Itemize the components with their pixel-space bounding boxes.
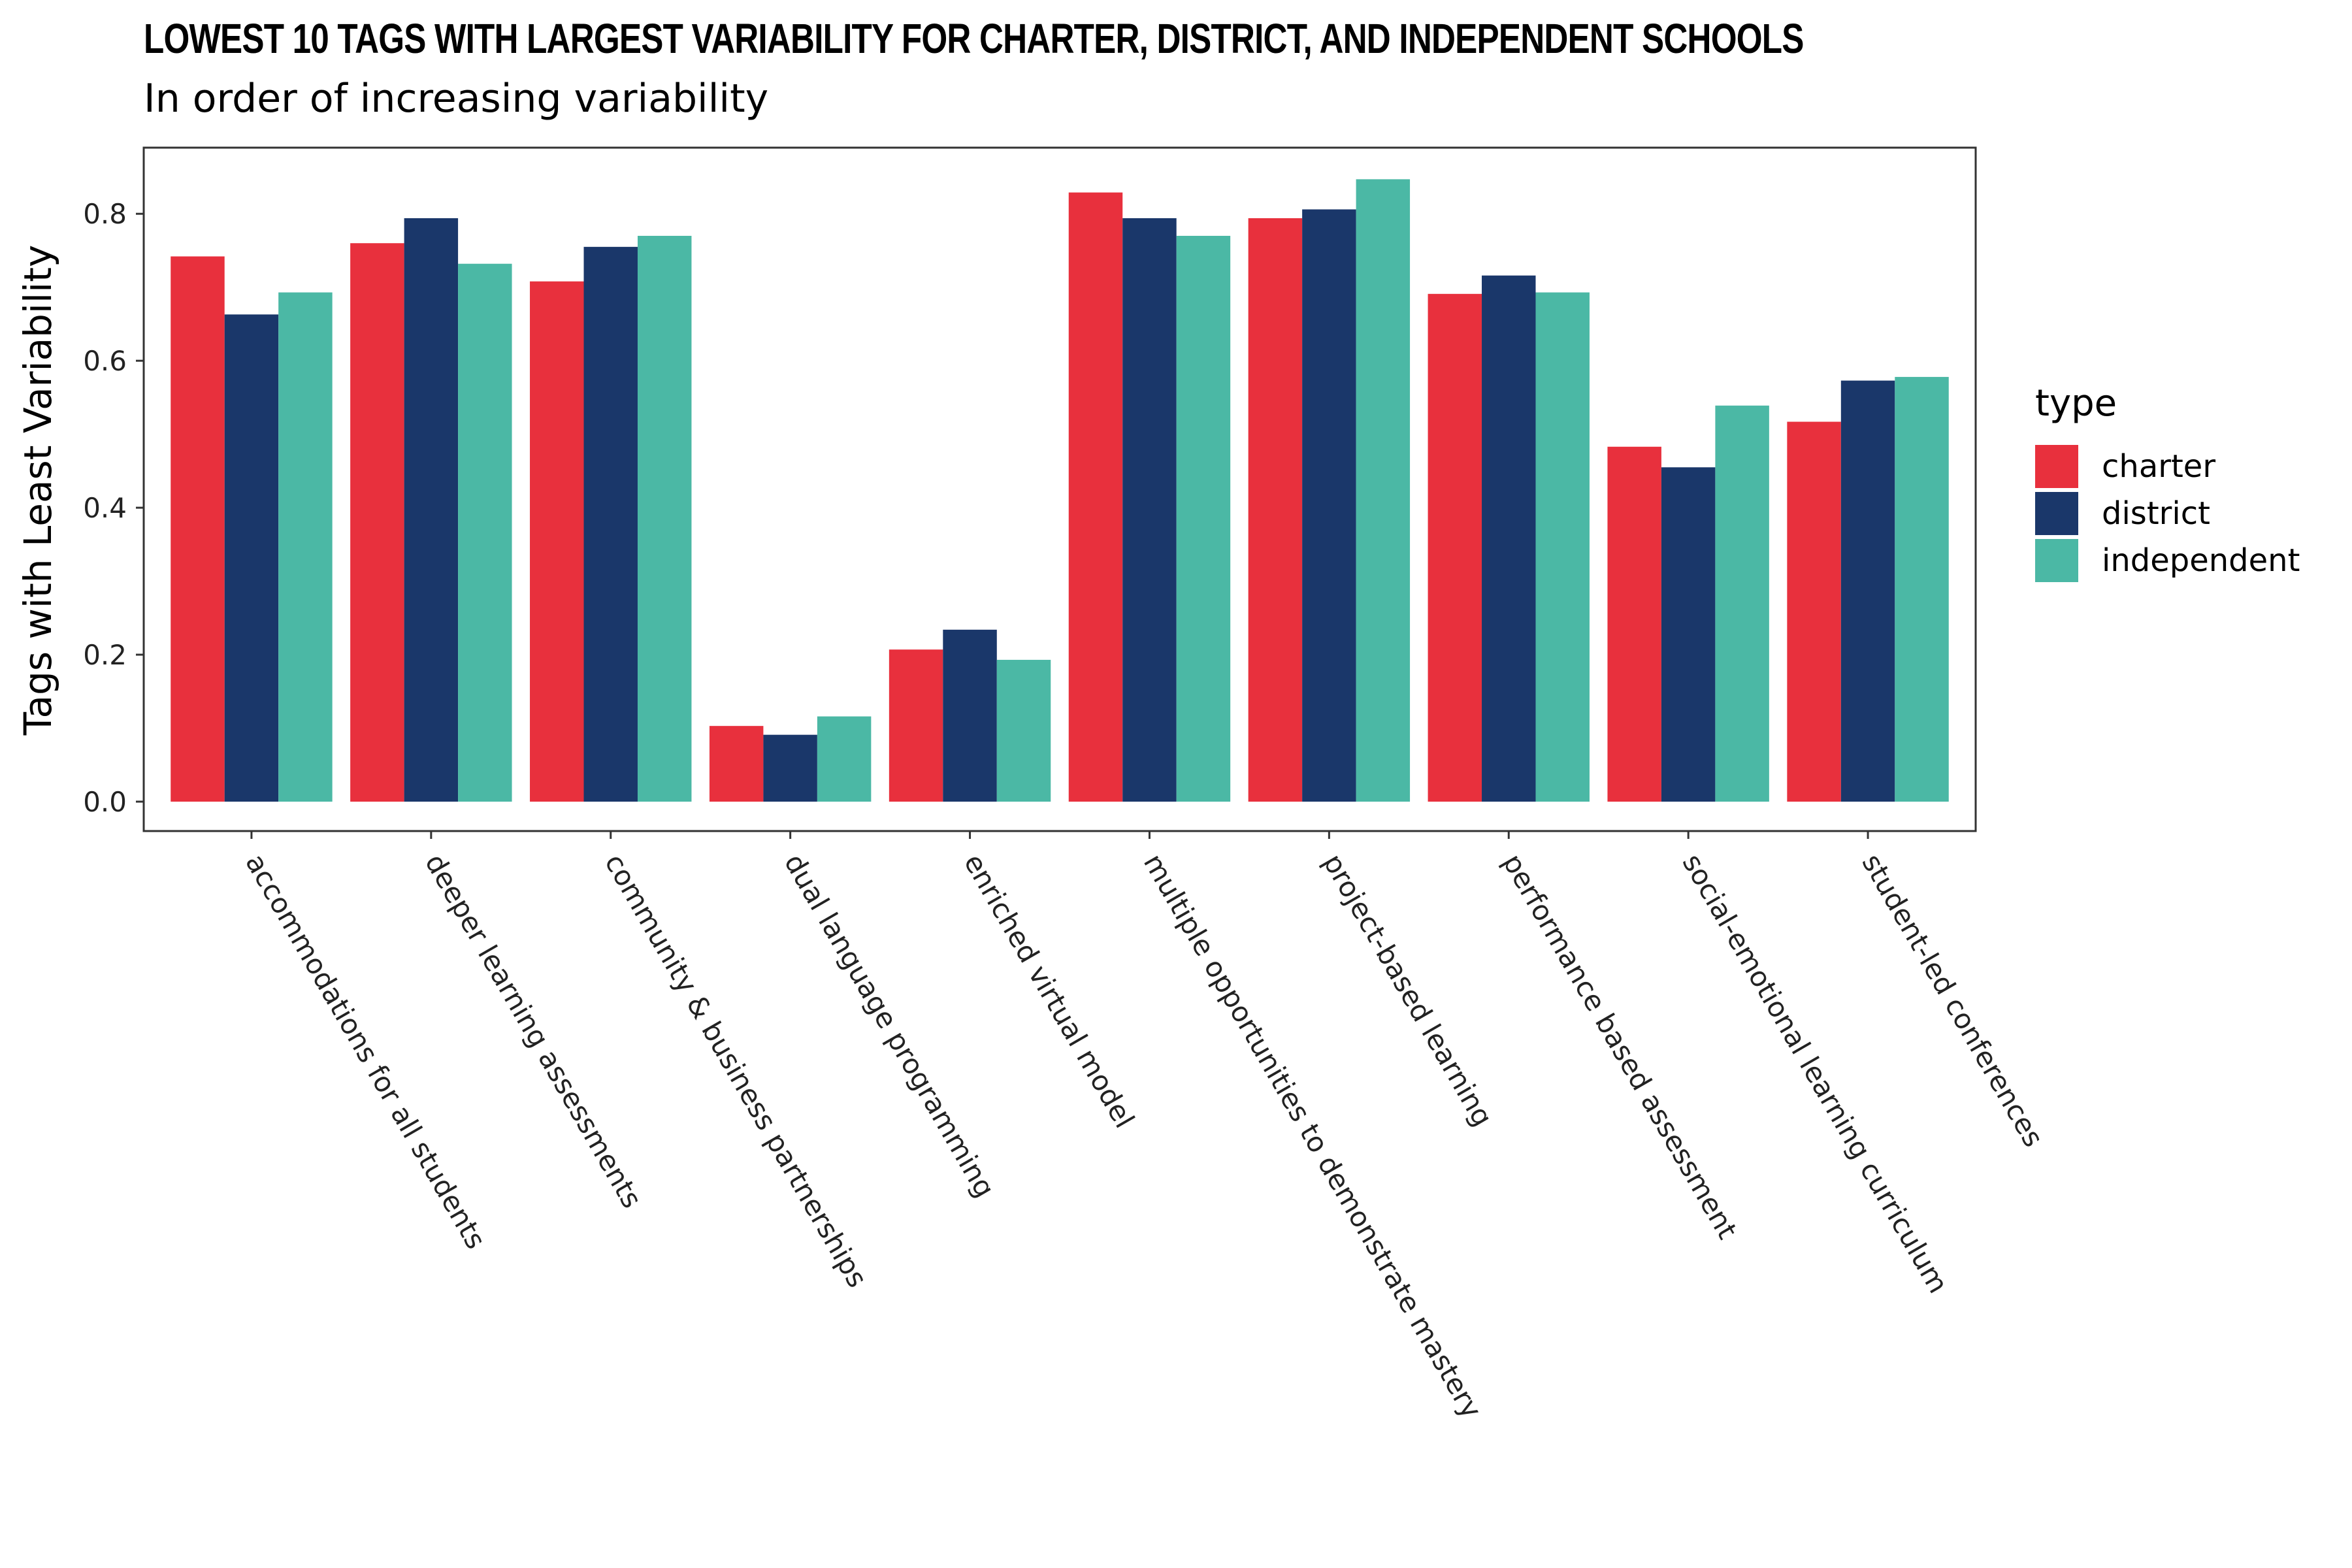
chart-title: Lowest 10 Tags with Largest Variability … xyxy=(144,15,1804,62)
bar-independent-2 xyxy=(458,263,512,802)
bar-charter-5 xyxy=(889,649,943,802)
bar-district-2 xyxy=(404,218,459,802)
x-tick-label: enriched virtual model xyxy=(958,849,1141,1134)
bar-district-6 xyxy=(1122,218,1177,802)
y-tick-label: 0.0 xyxy=(83,786,127,818)
bar-independent-9 xyxy=(1715,405,1769,802)
bar-district-4 xyxy=(763,734,817,802)
bar-independent-8 xyxy=(1535,292,1590,802)
legend-swatch xyxy=(2035,492,2078,535)
y-tick-label: 0.2 xyxy=(83,639,127,671)
bar-charter-9 xyxy=(1607,446,1661,802)
x-tick-label: dual language programming xyxy=(778,849,1001,1203)
legend-swatch xyxy=(2035,539,2078,582)
legend: type charter district independent xyxy=(2035,382,2300,584)
bar-district-5 xyxy=(943,629,997,802)
bar-independent-1 xyxy=(278,292,333,802)
bar-charter-8 xyxy=(1428,293,1482,802)
bar-independent-6 xyxy=(1176,235,1231,802)
x-tick-label: multiple opportunities to demonstrate ma… xyxy=(1137,849,1488,1424)
y-axis: 0.0 0.2 0.4 0.6 0.8 xyxy=(83,198,144,818)
plot-panel-border xyxy=(142,146,1977,832)
bar-district-10 xyxy=(1840,380,1895,802)
bar-independent-5 xyxy=(996,659,1051,802)
y-axis-title: Tags with Least Variability xyxy=(16,245,60,736)
bar-charter-4 xyxy=(709,726,764,802)
bar-charter-6 xyxy=(1068,192,1123,802)
legend-item-district: district xyxy=(2035,490,2300,537)
legend-title: type xyxy=(2035,382,2117,425)
bar-charter-2 xyxy=(350,243,404,802)
legend-label: charter xyxy=(2102,448,2216,485)
bars-layer xyxy=(171,179,1949,802)
y-tick-label: 0.6 xyxy=(83,345,127,377)
bar-charter-7 xyxy=(1248,218,1303,802)
bar-district-8 xyxy=(1482,275,1536,802)
bar-independent-4 xyxy=(817,716,872,802)
legend-items: charter district independent xyxy=(2035,443,2300,584)
bar-district-7 xyxy=(1302,209,1356,802)
bar-charter-3 xyxy=(530,281,584,802)
x-tick-label: student-led conferences xyxy=(1855,849,2050,1152)
bar-district-9 xyxy=(1661,467,1716,802)
x-tick-label: deeper learning assessments xyxy=(419,849,648,1214)
bar-district-3 xyxy=(583,246,638,802)
bar-district-1 xyxy=(224,314,279,802)
y-tick-label: 0.8 xyxy=(83,198,127,230)
x-tick-label: project-based learning xyxy=(1317,849,1499,1132)
bar-independent-10 xyxy=(1895,376,1949,802)
legend-label: independent xyxy=(2102,542,2300,579)
bar-charter-10 xyxy=(1787,421,1841,802)
chart-subtitle: In order of increasing variability xyxy=(144,76,769,122)
legend-item-independent: independent xyxy=(2035,537,2300,584)
legend-label: district xyxy=(2102,495,2210,532)
bar-charter-1 xyxy=(171,256,225,802)
bar-independent-3 xyxy=(637,235,692,802)
legend-item-charter: charter xyxy=(2035,443,2300,490)
bar-independent-7 xyxy=(1356,179,1411,802)
legend-swatch xyxy=(2035,445,2078,488)
y-tick-label: 0.4 xyxy=(83,492,127,524)
